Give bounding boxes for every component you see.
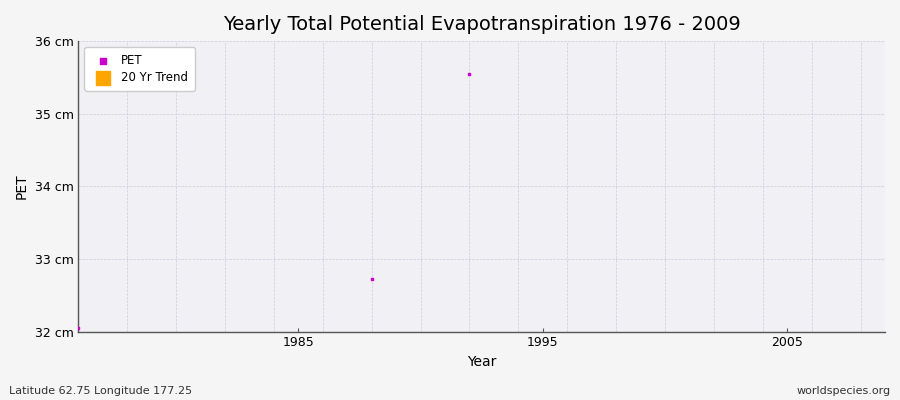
PET <box>463 70 477 77</box>
X-axis label: Year: Year <box>467 355 497 369</box>
Text: Latitude 62.75 Longitude 177.25: Latitude 62.75 Longitude 177.25 <box>9 386 192 396</box>
PET <box>364 275 379 282</box>
Title: Yearly Total Potential Evapotranspiration 1976 - 2009: Yearly Total Potential Evapotranspiratio… <box>223 15 741 34</box>
Y-axis label: PET: PET <box>15 174 29 199</box>
Legend: PET, 20 Yr Trend: PET, 20 Yr Trend <box>85 47 195 91</box>
PET <box>71 325 86 331</box>
Text: worldspecies.org: worldspecies.org <box>796 386 891 396</box>
